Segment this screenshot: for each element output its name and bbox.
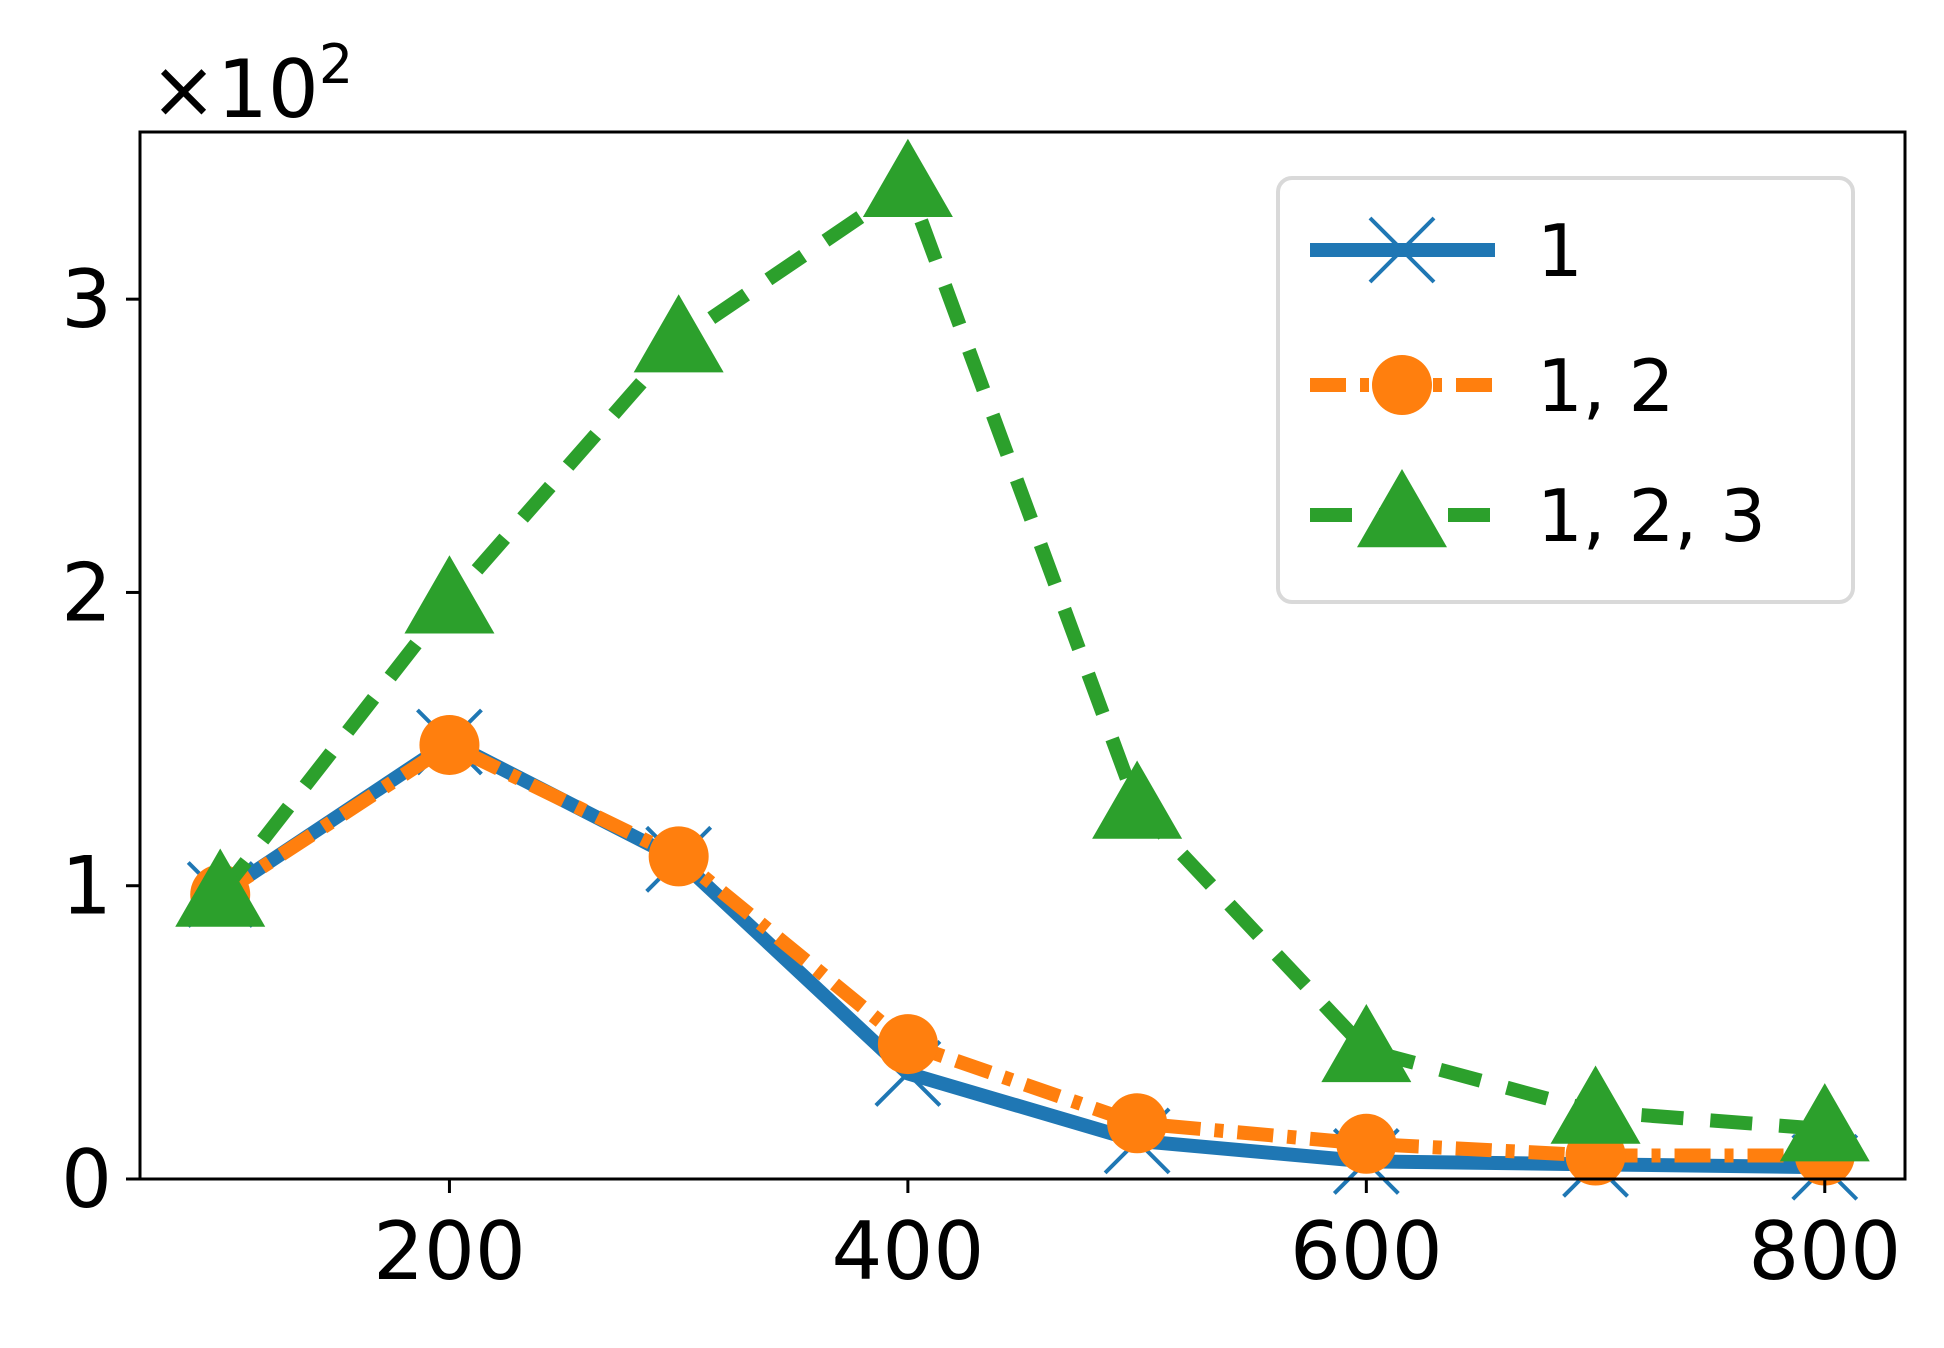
data-point — [877, 1014, 938, 1075]
data-point — [1321, 1003, 1412, 1083]
legend-label: 1, 2, 3 — [1537, 474, 1766, 558]
data-point — [175, 848, 266, 927]
legend-marker — [1372, 355, 1432, 415]
legend-marker — [1368, 216, 1436, 284]
series-layer — [175, 138, 1870, 1201]
data-point — [633, 294, 724, 373]
data-point — [862, 138, 953, 217]
series-line — [214, 177, 1826, 1137]
data-point — [1550, 1065, 1641, 1144]
y-offset-label: ×102 — [150, 33, 353, 136]
series-line — [216, 737, 1825, 1163]
data-point — [1107, 1093, 1168, 1154]
y-offset-base: ×10 — [150, 43, 319, 136]
legend-label: 1, 2 — [1537, 344, 1674, 428]
data-point — [1336, 1113, 1397, 1174]
y-tick-label: 1 — [61, 840, 112, 933]
legend-item: 1 — [1310, 209, 1583, 293]
data-point — [1779, 1083, 1870, 1162]
y-offset-exponent: 2 — [319, 33, 353, 96]
legend-box — [1276, 176, 1855, 604]
plot-frame — [138, 130, 1907, 1181]
data-point — [648, 826, 709, 887]
legend-label: 1 — [1537, 209, 1583, 293]
data-point — [404, 555, 495, 634]
axis-layer: 200 400 600 800 0 1 2 3 — [61, 253, 1901, 1298]
legend: 1 1, 2 1, 2, 3 — [1276, 176, 1855, 604]
series-3 — [175, 138, 1870, 1162]
legend-item: 1, 2 — [1310, 344, 1674, 428]
x-tick-label: 400 — [832, 1205, 985, 1298]
y-tick-label: 0 — [61, 1133, 112, 1226]
y-tick-label: 3 — [61, 253, 112, 346]
legend-item: 1, 2, 3 — [1310, 469, 1766, 558]
data-point — [419, 714, 480, 775]
x-tick-label: 200 — [373, 1205, 526, 1298]
legend-marker — [1357, 469, 1447, 548]
x-tick-label: 800 — [1748, 1205, 1901, 1298]
y-tick-label: 2 — [61, 546, 112, 639]
data-point — [1092, 760, 1183, 839]
x-tick-label: 600 — [1290, 1205, 1443, 1298]
